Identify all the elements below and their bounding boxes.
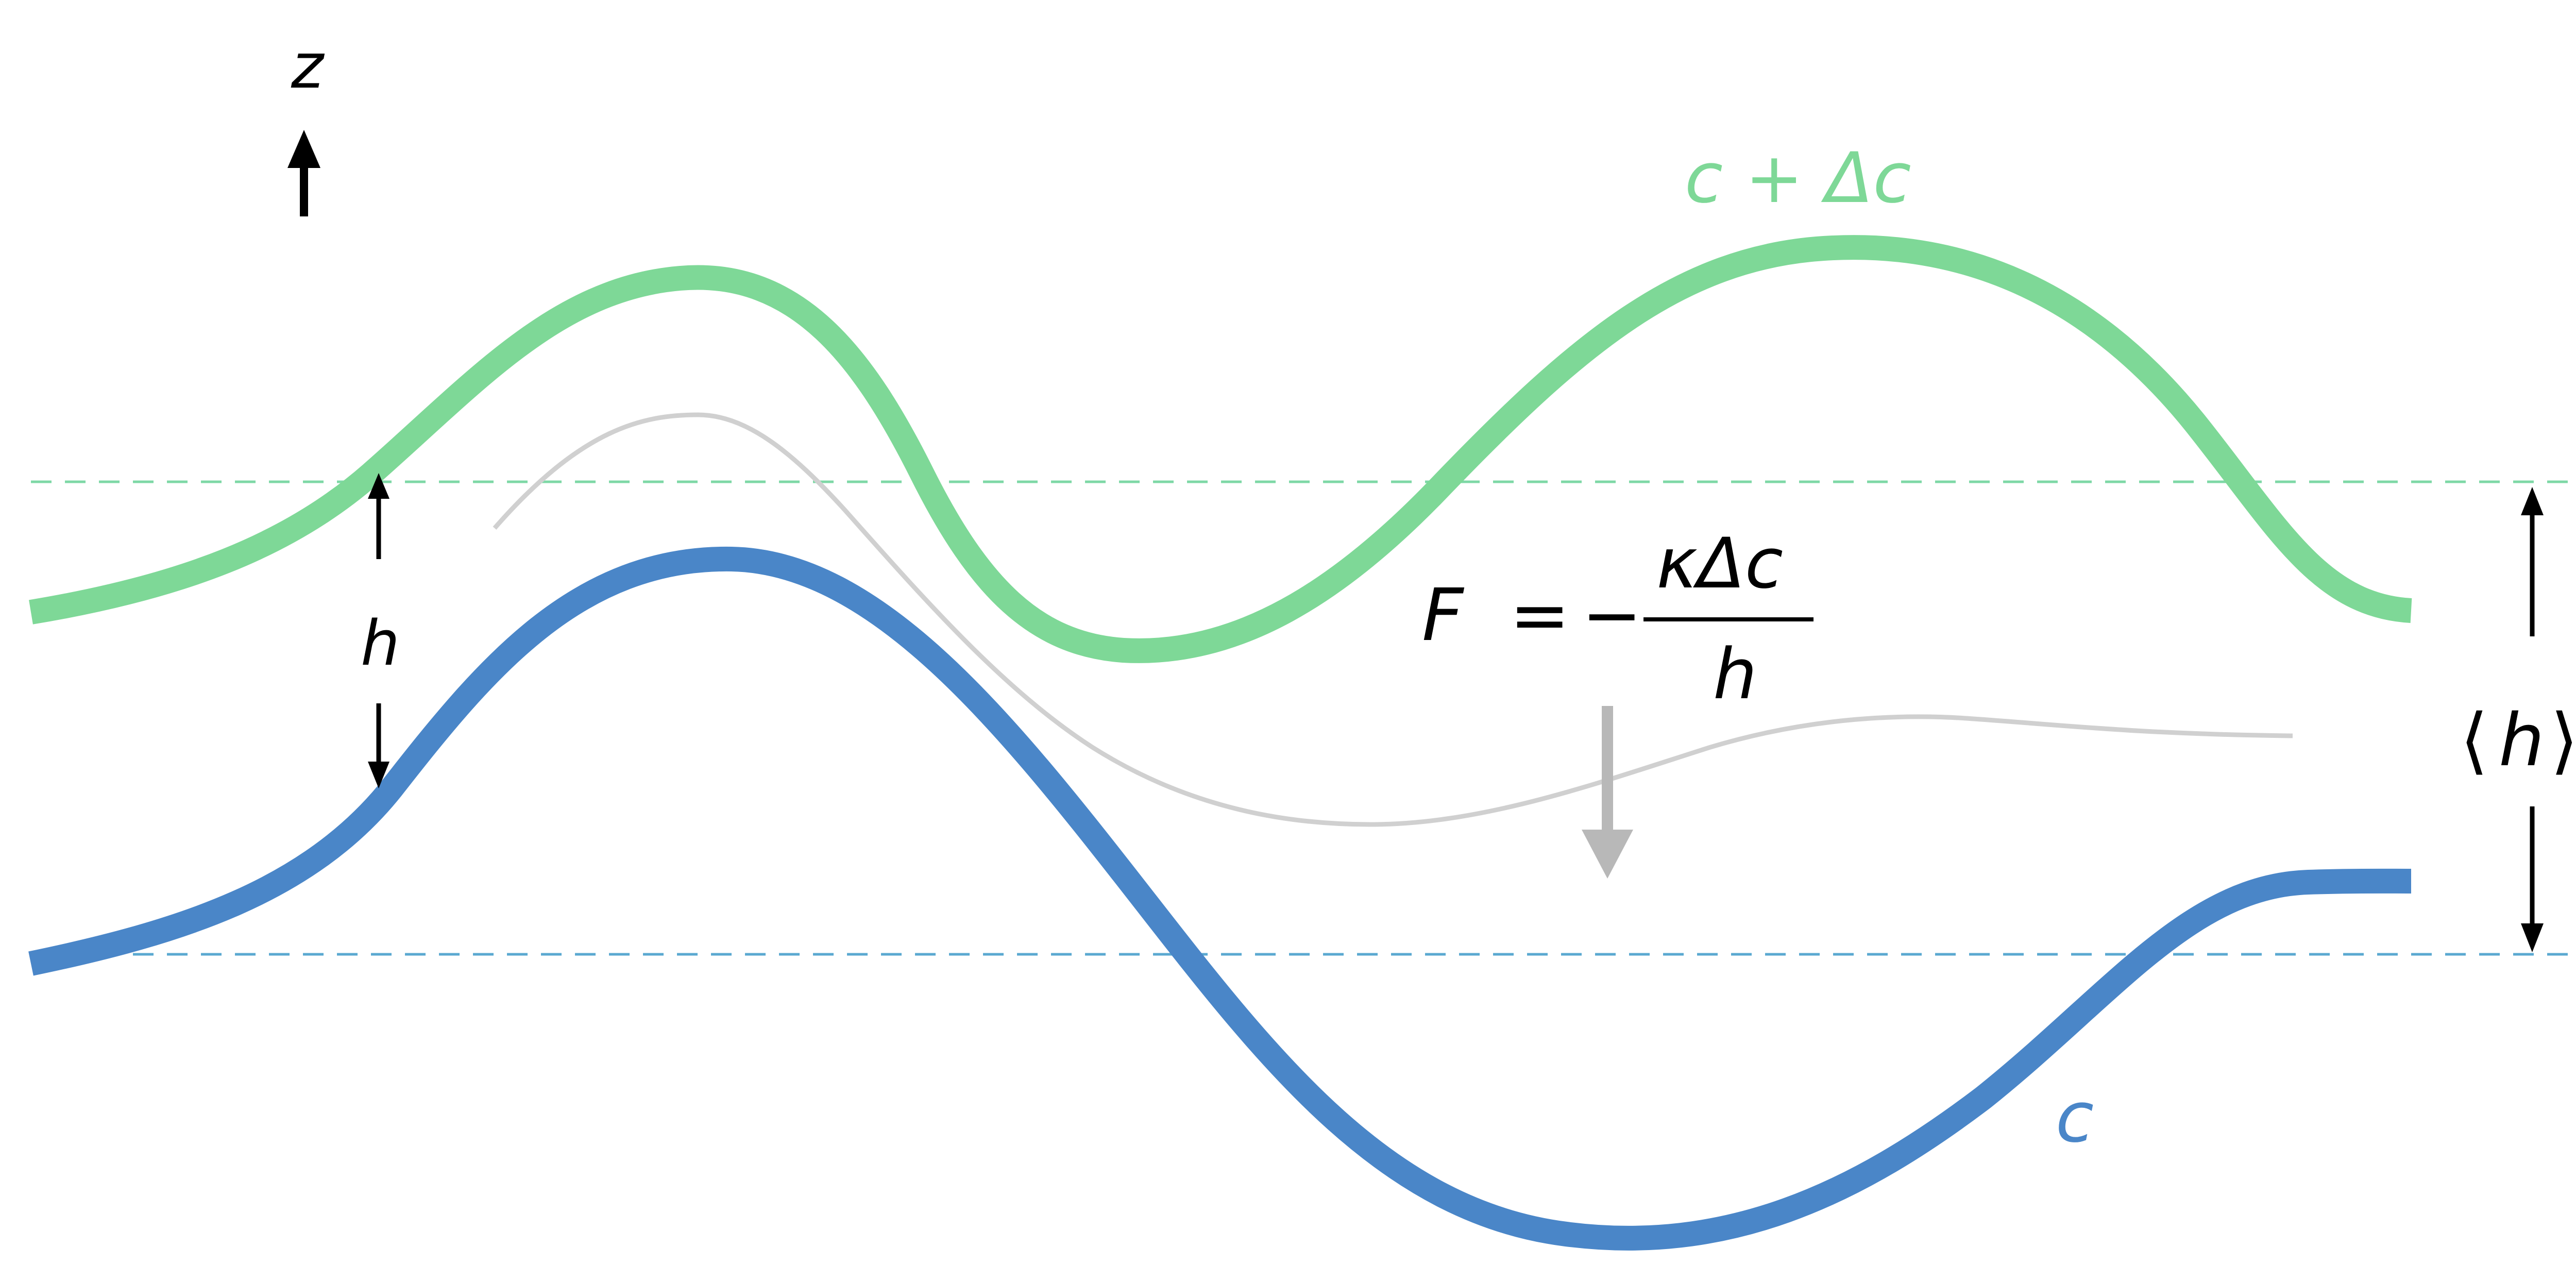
flux-denominator: h bbox=[1713, 634, 1757, 715]
z-axis-label: z bbox=[291, 31, 325, 103]
flux-numerator: κΔc bbox=[1656, 523, 1783, 604]
mean-gap-down-arrow-icon bbox=[2521, 806, 2544, 952]
intermediate-curve bbox=[493, 412, 2293, 827]
local-gap-label: h bbox=[361, 608, 400, 680]
mean-gap-right-bracket: ⟩ bbox=[2550, 699, 2576, 783]
upper-concentration-curve bbox=[29, 235, 2412, 663]
upper-curve-label: c + Δc bbox=[1685, 138, 1911, 218]
z-axis-arrow-icon bbox=[287, 130, 320, 216]
flux-down-arrow-icon bbox=[1582, 706, 1633, 879]
flux-lhs: F bbox=[1422, 574, 1465, 658]
lower-concentration-curve bbox=[28, 546, 2412, 1251]
mean-gap-up-arrow-icon bbox=[2521, 487, 2544, 636]
flux-minus-sign: − bbox=[1582, 574, 1642, 658]
local-gap-up-arrow-icon bbox=[368, 473, 389, 559]
mean-gap-left-bracket: ⟨ bbox=[2460, 699, 2488, 783]
flux-equals-sign: = bbox=[1510, 574, 1570, 658]
mean-gap-variable: h bbox=[2499, 699, 2545, 783]
lower-curve-label: c bbox=[2056, 1077, 2094, 1158]
local-gap-down-arrow-icon bbox=[368, 703, 389, 788]
